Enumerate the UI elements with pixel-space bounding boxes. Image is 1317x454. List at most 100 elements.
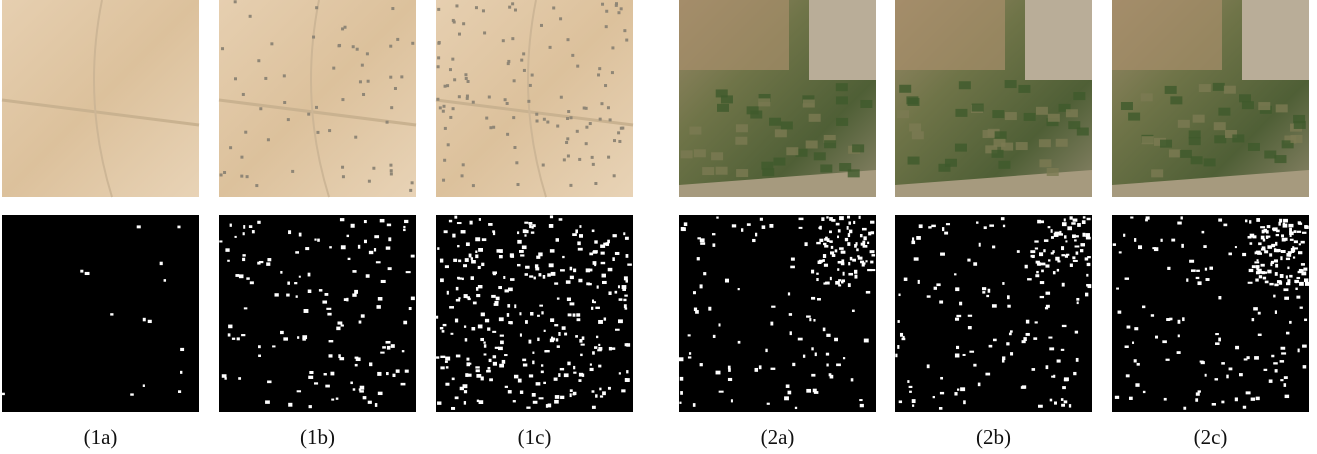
building-pixel xyxy=(680,377,683,381)
building xyxy=(517,183,520,186)
building-pixel xyxy=(405,370,409,373)
building-pixel xyxy=(939,407,942,410)
building-pixel xyxy=(1125,345,1129,347)
building xyxy=(563,158,566,161)
field xyxy=(769,118,781,126)
building-pixel xyxy=(579,234,583,238)
building-pixel xyxy=(759,365,762,369)
building-pixel xyxy=(832,254,835,257)
building-pixel xyxy=(815,353,817,357)
building-pixel xyxy=(594,346,597,349)
building-pixel xyxy=(570,393,572,397)
building-pixel xyxy=(464,390,467,393)
building xyxy=(597,73,600,76)
building-pixel xyxy=(989,345,993,348)
building-pixel xyxy=(602,274,606,278)
building-pixel xyxy=(946,223,950,225)
building-pixel xyxy=(1086,284,1090,287)
building xyxy=(522,52,525,55)
building-pixel xyxy=(1252,265,1256,268)
building xyxy=(461,174,464,177)
building-pixel xyxy=(839,247,844,250)
building-pixel xyxy=(402,350,405,352)
building xyxy=(447,143,450,146)
building-pixel xyxy=(803,355,805,358)
building-pixel xyxy=(358,245,360,249)
field xyxy=(1068,121,1080,129)
building xyxy=(390,169,393,172)
building-pixel xyxy=(1280,274,1284,278)
building-pixel xyxy=(762,225,766,229)
building-pixel xyxy=(854,270,857,274)
building-pixel xyxy=(1113,243,1116,246)
building xyxy=(442,110,445,113)
field xyxy=(1128,113,1140,121)
building-pixel xyxy=(180,371,182,374)
building-pixel xyxy=(798,338,803,341)
building-pixel xyxy=(1023,337,1026,341)
building-pixel xyxy=(505,386,508,388)
field xyxy=(972,104,984,112)
building-pixel xyxy=(1301,263,1305,266)
field xyxy=(1239,94,1251,102)
building-pixel xyxy=(380,352,384,354)
building-pixel xyxy=(826,216,828,218)
building-pixel xyxy=(484,344,486,347)
building-pixel xyxy=(1025,265,1028,269)
building xyxy=(449,116,452,119)
building-pixel xyxy=(1301,272,1306,276)
building-pixel xyxy=(537,315,540,317)
building-mask xyxy=(2,215,199,412)
building xyxy=(220,173,223,176)
building-pixel xyxy=(838,229,841,232)
building-pixel xyxy=(822,259,824,262)
building-pixel xyxy=(1274,248,1276,252)
building-pixel xyxy=(336,327,340,331)
building-pixel xyxy=(1196,392,1200,395)
building-pixel xyxy=(850,257,853,261)
building xyxy=(611,71,614,74)
building-pixel xyxy=(377,372,381,376)
building xyxy=(389,76,392,79)
building-pixel xyxy=(479,400,484,404)
building-pixel xyxy=(592,230,595,233)
building-pixel xyxy=(299,276,301,278)
field xyxy=(1039,159,1051,167)
building-pixel xyxy=(954,392,957,395)
building-pixel xyxy=(900,333,903,337)
building-pixel xyxy=(618,319,623,323)
building xyxy=(307,113,310,116)
building-pixel xyxy=(1275,272,1278,276)
building-pixel xyxy=(388,267,392,270)
building-pixel xyxy=(242,254,245,256)
building-pixel xyxy=(492,331,496,333)
building-pixel xyxy=(325,293,329,296)
building-pixel xyxy=(826,353,829,356)
building-pixel xyxy=(1032,368,1036,371)
building-pixel xyxy=(363,396,367,399)
building-pixel xyxy=(550,215,553,218)
building-pixel xyxy=(1255,251,1257,254)
building xyxy=(485,117,488,120)
building-pixel xyxy=(1206,278,1210,281)
building-pixel xyxy=(912,237,914,240)
building-pixel xyxy=(267,381,271,384)
building-pixel xyxy=(838,284,841,286)
building xyxy=(342,175,345,178)
building-pixel xyxy=(1146,216,1150,219)
building-pixel xyxy=(244,307,248,309)
building-pixel xyxy=(478,266,481,269)
building-pixel xyxy=(693,403,696,407)
building-pixel xyxy=(619,372,621,374)
field xyxy=(702,167,714,175)
field xyxy=(1191,156,1203,164)
building-pixel xyxy=(1257,259,1259,261)
building xyxy=(449,68,452,71)
building-pixel xyxy=(1304,225,1308,228)
building-pixel xyxy=(493,362,497,366)
building-pixel xyxy=(898,294,900,296)
building-pixel xyxy=(1076,251,1079,254)
building-pixel xyxy=(899,400,902,403)
building-pixel xyxy=(359,321,362,324)
building-pixel xyxy=(731,399,733,402)
